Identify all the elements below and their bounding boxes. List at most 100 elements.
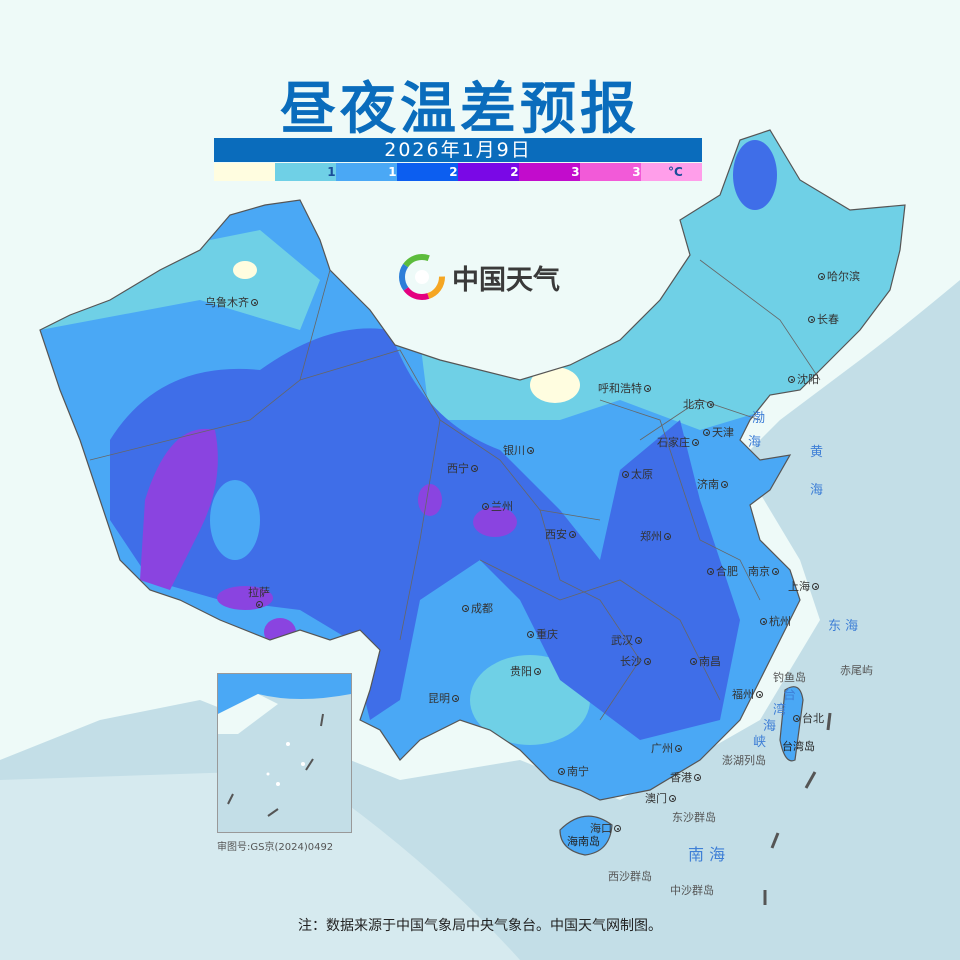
city-name: 香港 bbox=[670, 771, 692, 784]
city-label: 兰州 bbox=[482, 500, 513, 513]
city-marker-icon bbox=[760, 618, 767, 625]
city-label: 哈尔滨 bbox=[818, 270, 860, 283]
city-name: 昆明 bbox=[428, 692, 450, 705]
legend-swatch bbox=[641, 163, 702, 181]
legend-swatch: 20 bbox=[397, 163, 466, 181]
city-name: 南宁 bbox=[567, 765, 589, 778]
city-name: 郑州 bbox=[640, 530, 662, 543]
city-marker-icon bbox=[622, 471, 629, 478]
brand-name: 中国天气 bbox=[452, 264, 560, 296]
province-borders bbox=[89, 259, 821, 721]
city-marker-icon bbox=[664, 533, 671, 540]
city-name: 武汉 bbox=[611, 634, 633, 647]
city-name: 呼和浩特 bbox=[598, 382, 642, 395]
china-weather-logo-icon bbox=[399, 254, 445, 300]
legend-swatch: 5 bbox=[214, 163, 283, 181]
city-label: 武汉 bbox=[611, 634, 642, 647]
city-marker-icon bbox=[793, 715, 800, 722]
city-marker-icon bbox=[703, 429, 710, 436]
city-marker-icon bbox=[690, 658, 697, 665]
nine-dash-line bbox=[763, 712, 832, 905]
map-review-number: 审图号:GS京(2024)0492 bbox=[217, 842, 334, 853]
city-marker-icon bbox=[569, 531, 576, 538]
city-marker-icon bbox=[558, 768, 565, 775]
city-marker-icon bbox=[694, 774, 701, 781]
city-name: 合肥 bbox=[716, 565, 738, 578]
city-label: 银川 bbox=[503, 444, 534, 457]
city-label: 乌鲁木齐 bbox=[205, 296, 258, 309]
city-label: 南京 bbox=[748, 565, 779, 578]
city-label: 贵阳 bbox=[510, 665, 541, 678]
city-label: 长沙 bbox=[620, 655, 651, 668]
legend-swatch: 35 bbox=[580, 163, 649, 181]
city-marker-icon bbox=[808, 316, 815, 323]
city-name: 拉萨 bbox=[248, 586, 270, 599]
data-source-note: 注：数据来源于中国气象局中央气象台。中国天气网制图。 bbox=[298, 918, 662, 934]
city-label: 济南 bbox=[697, 478, 728, 491]
legend-swatch: 10 bbox=[275, 163, 344, 181]
land-southeast-asia bbox=[0, 770, 520, 960]
city-label: 北京 bbox=[683, 398, 714, 411]
island-label: 澎湖列岛 bbox=[722, 754, 766, 767]
city-label: 石家庄 bbox=[657, 436, 699, 449]
city-name: 兰州 bbox=[491, 500, 513, 513]
city-label: 福州 bbox=[732, 688, 763, 701]
city-name: 成都 bbox=[471, 602, 493, 615]
sea-label: 海 bbox=[763, 719, 777, 734]
legend-swatch: 30 bbox=[519, 163, 588, 181]
sea-label: 海 bbox=[810, 483, 824, 498]
island-label: 中沙群岛 bbox=[670, 884, 714, 897]
city-marker-icon bbox=[482, 503, 489, 510]
city-label: 拉萨 bbox=[248, 586, 270, 608]
city-marker-icon bbox=[812, 583, 819, 590]
city-label: 南宁 bbox=[558, 765, 589, 778]
sea-label: 海 bbox=[748, 435, 762, 450]
city-name: 南昌 bbox=[699, 655, 721, 668]
city-name: 澳门 bbox=[645, 792, 667, 805]
city-name: 台北 bbox=[802, 712, 824, 725]
island-label: 钓鱼岛 bbox=[773, 671, 806, 684]
city-marker-icon bbox=[635, 637, 642, 644]
city-label: 天津 bbox=[703, 426, 734, 439]
city-marker-icon bbox=[707, 568, 714, 575]
sea-label: 黄 bbox=[810, 445, 824, 460]
city-label: 海口 bbox=[590, 822, 621, 835]
city-name: 杭州 bbox=[769, 615, 791, 628]
city-name: 天津 bbox=[712, 426, 734, 439]
city-marker-icon bbox=[675, 745, 682, 752]
city-marker-icon bbox=[788, 376, 795, 383]
south-china-sea-inset bbox=[217, 673, 352, 833]
city-name: 海口 bbox=[590, 822, 612, 835]
island-label: 西沙群岛 bbox=[608, 870, 652, 883]
city-marker-icon bbox=[756, 691, 763, 698]
forecast-date: 2026年1月9日 bbox=[214, 138, 702, 162]
city-marker-icon bbox=[614, 825, 621, 832]
city-label: 合肥 bbox=[707, 565, 738, 578]
sea-label: 东 海 bbox=[828, 619, 859, 634]
city-label: 沈阳 bbox=[788, 373, 819, 386]
city-name: 哈尔滨 bbox=[827, 270, 860, 283]
sea-label: 峡 bbox=[753, 735, 767, 750]
city-name: 西安 bbox=[545, 528, 567, 541]
city-label: 成都 bbox=[462, 602, 493, 615]
legend-unit: °C bbox=[668, 165, 683, 179]
city-name: 重庆 bbox=[536, 628, 558, 641]
city-marker-icon bbox=[818, 273, 825, 280]
city-marker-icon bbox=[644, 658, 651, 665]
city-name: 福州 bbox=[732, 688, 754, 701]
city-name: 长沙 bbox=[620, 655, 642, 668]
city-name: 太原 bbox=[631, 468, 653, 481]
city-label: 重庆 bbox=[527, 628, 558, 641]
city-label: 澳门 bbox=[645, 792, 676, 805]
sea-label: 南 海 bbox=[688, 845, 726, 864]
city-name: 上海 bbox=[788, 580, 810, 593]
city-marker-icon bbox=[721, 481, 728, 488]
city-marker-icon bbox=[452, 695, 459, 702]
sea-label: 湾 bbox=[773, 703, 787, 718]
city-marker-icon bbox=[669, 795, 676, 802]
island-label: 东沙群岛 bbox=[672, 811, 716, 824]
city-marker-icon bbox=[644, 385, 651, 392]
island-label: 海南岛 bbox=[567, 835, 600, 848]
city-name: 乌鲁木齐 bbox=[205, 296, 249, 309]
legend-swatch: 15 bbox=[336, 163, 405, 181]
